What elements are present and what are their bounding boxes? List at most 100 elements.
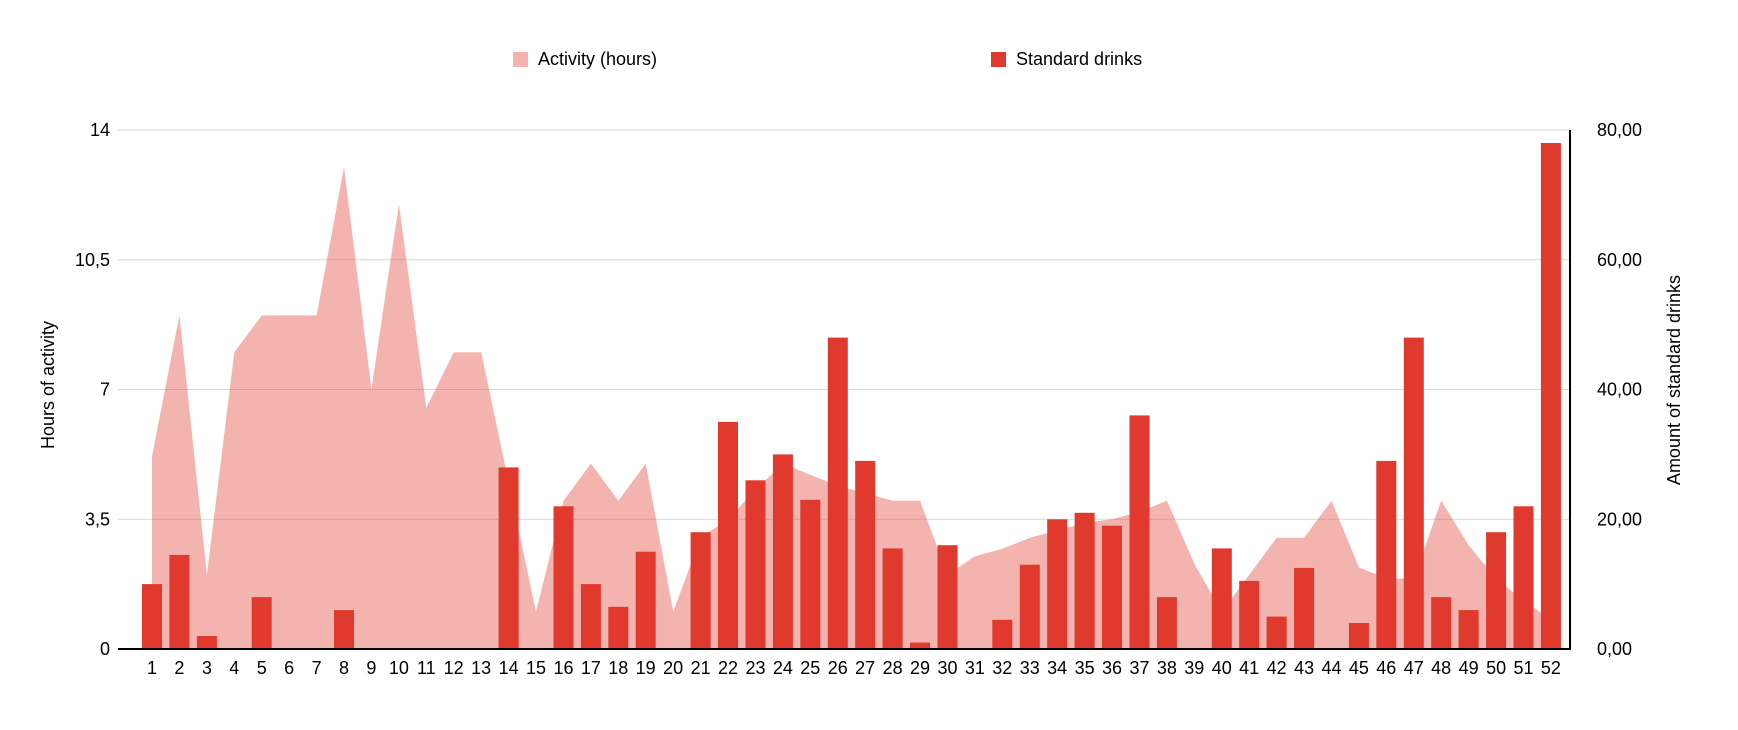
right-axis-tick-labels: 80,00 60,00 40,00 20,00 0,00 (1597, 120, 1642, 659)
drinks-bar (690, 532, 711, 649)
x-tick-label: 20 (663, 658, 683, 678)
x-tick-label: 47 (1404, 658, 1424, 678)
x-tick-label: 7 (312, 658, 322, 678)
x-tick-label: 48 (1431, 658, 1451, 678)
drinks-bar (1102, 525, 1122, 649)
right-tick-label: 40,00 (1597, 380, 1642, 400)
right-tick-label: 80,00 (1597, 120, 1642, 140)
drinks-bar (1348, 623, 1369, 649)
left-tick-label: 10,5 (75, 250, 110, 270)
x-tick-label: 13 (471, 658, 491, 678)
drinks-bar (1266, 616, 1287, 649)
right-tick-label: 20,00 (1597, 509, 1642, 529)
x-tick-label: 2 (174, 658, 184, 678)
x-tick-label: 45 (1349, 658, 1369, 678)
x-tick-label: 12 (444, 658, 464, 678)
drinks-bar (251, 597, 272, 649)
x-tick-label: 10 (389, 658, 409, 678)
drinks-bar (196, 636, 217, 649)
x-tick-label: 21 (691, 658, 711, 678)
x-tick-label: 19 (636, 658, 656, 678)
drinks-bar (498, 467, 519, 649)
legend-item-activity: Activity (hours) (513, 50, 657, 68)
drinks-bar (910, 642, 930, 649)
drinks-bar (169, 554, 190, 649)
x-tick-label: 41 (1239, 658, 1259, 678)
drinks-bar (855, 460, 876, 649)
drinks-bar (553, 506, 574, 649)
drinks-bar (718, 421, 738, 649)
drinks-series-swatch (991, 51, 1006, 67)
x-tick-label: 17 (581, 658, 601, 678)
drinks-bar (334, 610, 354, 649)
drinks-bar (745, 480, 766, 649)
x-tick-label: 51 (1513, 658, 1533, 678)
drinks-bar (1019, 564, 1040, 649)
x-tick-label: 18 (608, 658, 628, 678)
left-axis-tick-labels: 14 10,5 7 3,5 0 (75, 120, 110, 659)
drinks-bar (1239, 580, 1260, 649)
x-tick-label: 27 (855, 658, 875, 678)
gridlines (118, 129, 1570, 520)
x-tick-label: 32 (992, 658, 1012, 678)
x-tick-label: 6 (284, 658, 294, 678)
x-tick-label: 38 (1157, 658, 1177, 678)
drinks-bar (1513, 506, 1534, 649)
x-tick-label: 23 (745, 658, 765, 678)
left-tick-label: 3,5 (85, 509, 110, 529)
x-tick-label: 24 (773, 658, 793, 678)
x-tick-label: 44 (1321, 658, 1341, 678)
drinks-bar (1156, 597, 1177, 649)
right-tick-label: 0,00 (1597, 639, 1632, 659)
drinks-bar (1074, 512, 1095, 649)
drinks-bar (1211, 548, 1232, 649)
x-tick-label: 25 (800, 658, 820, 678)
drinks-bar (1129, 415, 1150, 649)
drinks-bar (1486, 532, 1507, 649)
x-tick-label: 42 (1267, 658, 1287, 678)
left-tick-label: 14 (90, 120, 110, 140)
x-tick-label: 3 (202, 658, 212, 678)
x-tick-label: 35 (1075, 658, 1095, 678)
drinks-bar (1458, 610, 1479, 649)
x-tick-label: 4 (229, 658, 239, 678)
drinks-bar (1376, 460, 1397, 649)
x-tick-label: 29 (910, 658, 930, 678)
left-tick-label: 7 (100, 380, 110, 400)
x-tick-label: 9 (366, 658, 376, 678)
x-tick-label: 15 (526, 658, 546, 678)
drinks-bar (608, 606, 629, 649)
drinks-bar (1294, 567, 1315, 649)
drinks-bar (827, 337, 848, 649)
drinks-bar (1403, 337, 1424, 649)
drinks-bar (882, 548, 903, 649)
x-axis-tick-labels: 1 2 3 4 5 6 7 8 9 10 11 12 13 14 15 16 17 18 19 20 21 22 23 24 2… (147, 658, 1561, 678)
x-tick-label: 36 (1102, 658, 1122, 678)
x-tick-label: 49 (1459, 658, 1479, 678)
x-tick-label: 16 (553, 658, 573, 678)
x-tick-label: 40 (1212, 658, 1232, 678)
x-tick-label: 14 (499, 658, 519, 678)
x-tick-label: 37 (1129, 658, 1149, 678)
x-tick-label: 11 (417, 658, 436, 678)
drinks-bars (142, 143, 1561, 650)
drinks-bar (580, 584, 601, 649)
activity-area-shape (152, 167, 1551, 649)
x-tick-label: 30 (937, 658, 957, 678)
legend-item-drinks: Standard drinks (991, 50, 1142, 68)
drinks-bar (1047, 519, 1068, 650)
drinks-bar (1431, 597, 1452, 649)
right-tick-label: 60,00 (1597, 250, 1642, 270)
x-tick-label: 31 (965, 658, 985, 678)
x-tick-label: 50 (1486, 658, 1506, 678)
activity-legend-label: Activity (hours) (538, 49, 658, 69)
drinks-legend-label: Standard drinks (1016, 49, 1143, 69)
x-tick-label: 39 (1184, 658, 1204, 678)
drinks-bar (1540, 143, 1561, 649)
x-tick-label: 5 (257, 658, 267, 678)
drinks-bar (800, 499, 821, 649)
drinks-bar (992, 619, 1013, 649)
drinks-bar (937, 545, 958, 649)
left-tick-label: 0 (100, 639, 110, 659)
